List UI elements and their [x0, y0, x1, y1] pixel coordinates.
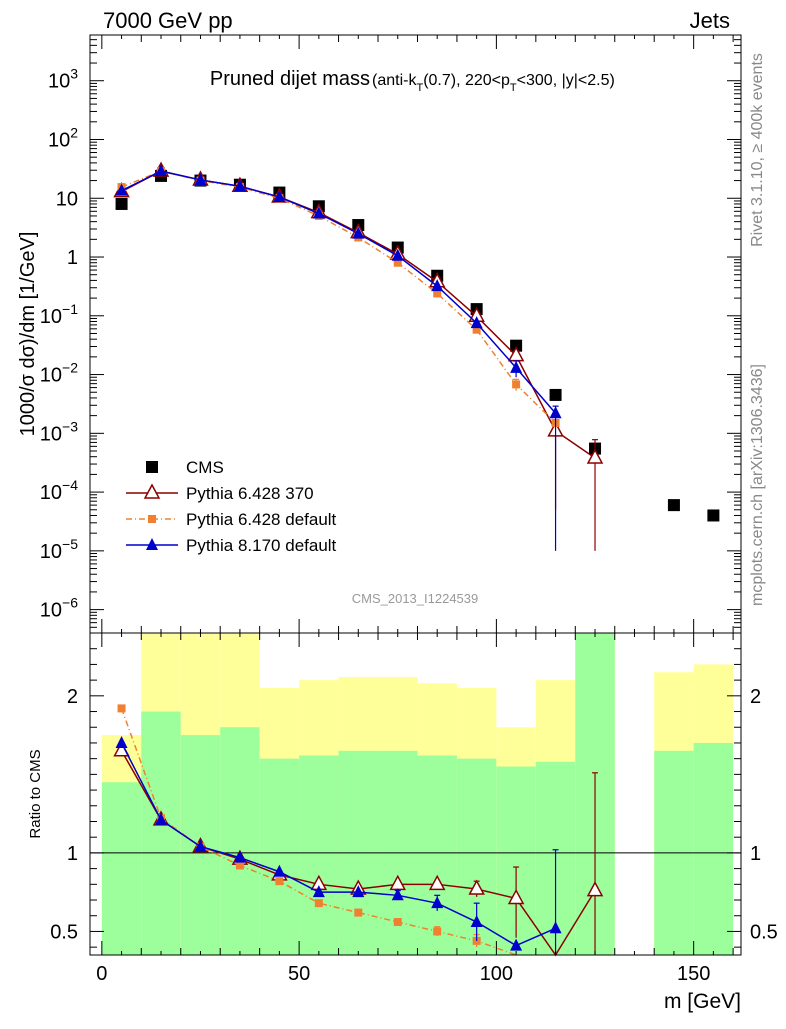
data-point: [507, 888, 525, 905]
data-point: [233, 179, 246, 192]
y-tick-label: 102: [48, 124, 78, 151]
data-point: [433, 289, 442, 298]
ratio-series-line: [120, 708, 517, 956]
data-point: [314, 899, 323, 908]
band-green: [141, 711, 181, 955]
y-tick-label: 10−3: [40, 418, 78, 445]
data-point: [312, 885, 325, 898]
analysis-watermark: CMS_2013_I1224539: [352, 591, 479, 606]
legend-label: CMS: [186, 458, 224, 477]
data-point: [549, 388, 562, 401]
band-green: [417, 755, 457, 955]
y-tick-label: 10−1: [40, 301, 78, 328]
data-point: [391, 888, 404, 901]
data-point: [233, 850, 246, 863]
band-green: [299, 755, 339, 955]
data-point: [146, 538, 158, 550]
chart-title: Pruned dijet mass: [210, 68, 370, 90]
data-point: [273, 864, 286, 877]
main-panel: 0 50 100 150 10−6 10−5 10−4 10−3 10−2 10−1 1 10 102 1…: [40, 34, 741, 985]
data-point: [393, 258, 402, 267]
data-point: [433, 927, 442, 936]
ratio-y-tick-label-right: 2: [750, 686, 761, 708]
ratio-y-tick-label: 0.5: [50, 921, 78, 943]
band-green: [101, 782, 142, 955]
ratio-series-line: [120, 742, 556, 947]
data-point: [549, 406, 562, 419]
y-tick-label: 10−5: [40, 536, 78, 563]
x-tick-label: 50: [288, 963, 310, 985]
ratio-y-tick-label: 1: [67, 843, 78, 865]
data-point: [428, 874, 446, 891]
data-point: [391, 248, 404, 261]
data-point: [352, 885, 365, 898]
data-point: [194, 839, 207, 852]
data-point: [431, 279, 444, 292]
data-point: [667, 499, 680, 512]
x-tick-label: 0: [96, 963, 107, 985]
y-tick-label: 103: [48, 66, 78, 93]
y-tick-label: 10: [56, 188, 78, 210]
ratio-y-tick-label-right: 0.5: [750, 921, 778, 943]
data-point: [707, 509, 720, 522]
y-tick-label: 1: [67, 247, 78, 269]
data-point: [352, 226, 365, 239]
data-point: [275, 877, 284, 886]
data-point: [273, 190, 286, 203]
header-right: Jets: [690, 8, 730, 33]
data-point: [115, 183, 128, 196]
y-tick-label: 10−6: [40, 595, 78, 622]
data-point: [194, 172, 207, 185]
legend-label: Pythia 6.428 370: [186, 484, 314, 503]
y-axis-label-ratio: Ratio to CMS: [27, 749, 44, 838]
band-green: [259, 758, 300, 955]
data-point: [117, 704, 126, 713]
data-point: [146, 461, 158, 473]
data-point: [468, 879, 485, 895]
data-point: [586, 448, 604, 464]
ratio-y-tick-label-right: 1: [750, 843, 761, 865]
data-point: [115, 735, 128, 748]
legend-label: Pythia 8.170 default: [186, 536, 337, 555]
data-point: [312, 206, 325, 219]
x-tick-label: 100: [480, 963, 513, 985]
data-point: [393, 918, 402, 927]
data-point: [143, 483, 161, 499]
x-tick-label: 150: [677, 963, 710, 985]
data-point: [470, 915, 483, 928]
legend: CMS Pythia 6.428 370 Pythia 6.428 default P…: [126, 458, 337, 555]
y-tick-label: 10−4: [40, 477, 78, 504]
ratio-panel: 0.5 0.5 1 1 2 2: [50, 633, 778, 957]
data-point: [431, 896, 444, 909]
data-point: [510, 360, 523, 373]
rivet-label: Rivet 3.1.10, ≥ 400k events: [749, 53, 766, 247]
source-label: mcplots.cern.ch [arXiv:1306.3436]: [749, 364, 766, 606]
band-green: [220, 727, 260, 955]
ratio-y-tick-label: 2: [67, 686, 78, 708]
data-point: [115, 197, 128, 210]
data-point: [510, 339, 523, 352]
y-axis-label-main: 1000/σ dσ)/dm [1/GeV]: [17, 232, 39, 437]
data-point: [549, 921, 562, 934]
legend-label: Pythia 6.428 default: [186, 510, 337, 529]
data-point: [586, 881, 604, 897]
ratio-frame: [89, 632, 742, 956]
x-axis-label: m [GeV]: [664, 990, 741, 1013]
data-point: [510, 938, 523, 951]
main-series-line: [121, 170, 557, 414]
header-left: 7000 GeV pp: [103, 8, 233, 33]
data-point: [155, 812, 168, 825]
data-point: [235, 861, 244, 870]
band-green: [693, 742, 734, 955]
chart-title-cuts: (anti-kT(0.7), 220<pT<300, |y|<2.5): [372, 72, 615, 94]
data-point: [512, 380, 521, 389]
data-point: [470, 316, 483, 329]
data-point: [148, 515, 156, 523]
data-point: [354, 908, 363, 917]
data-point: [472, 325, 481, 334]
data-point: [155, 164, 168, 177]
y-tick-label: 10−2: [40, 360, 78, 387]
